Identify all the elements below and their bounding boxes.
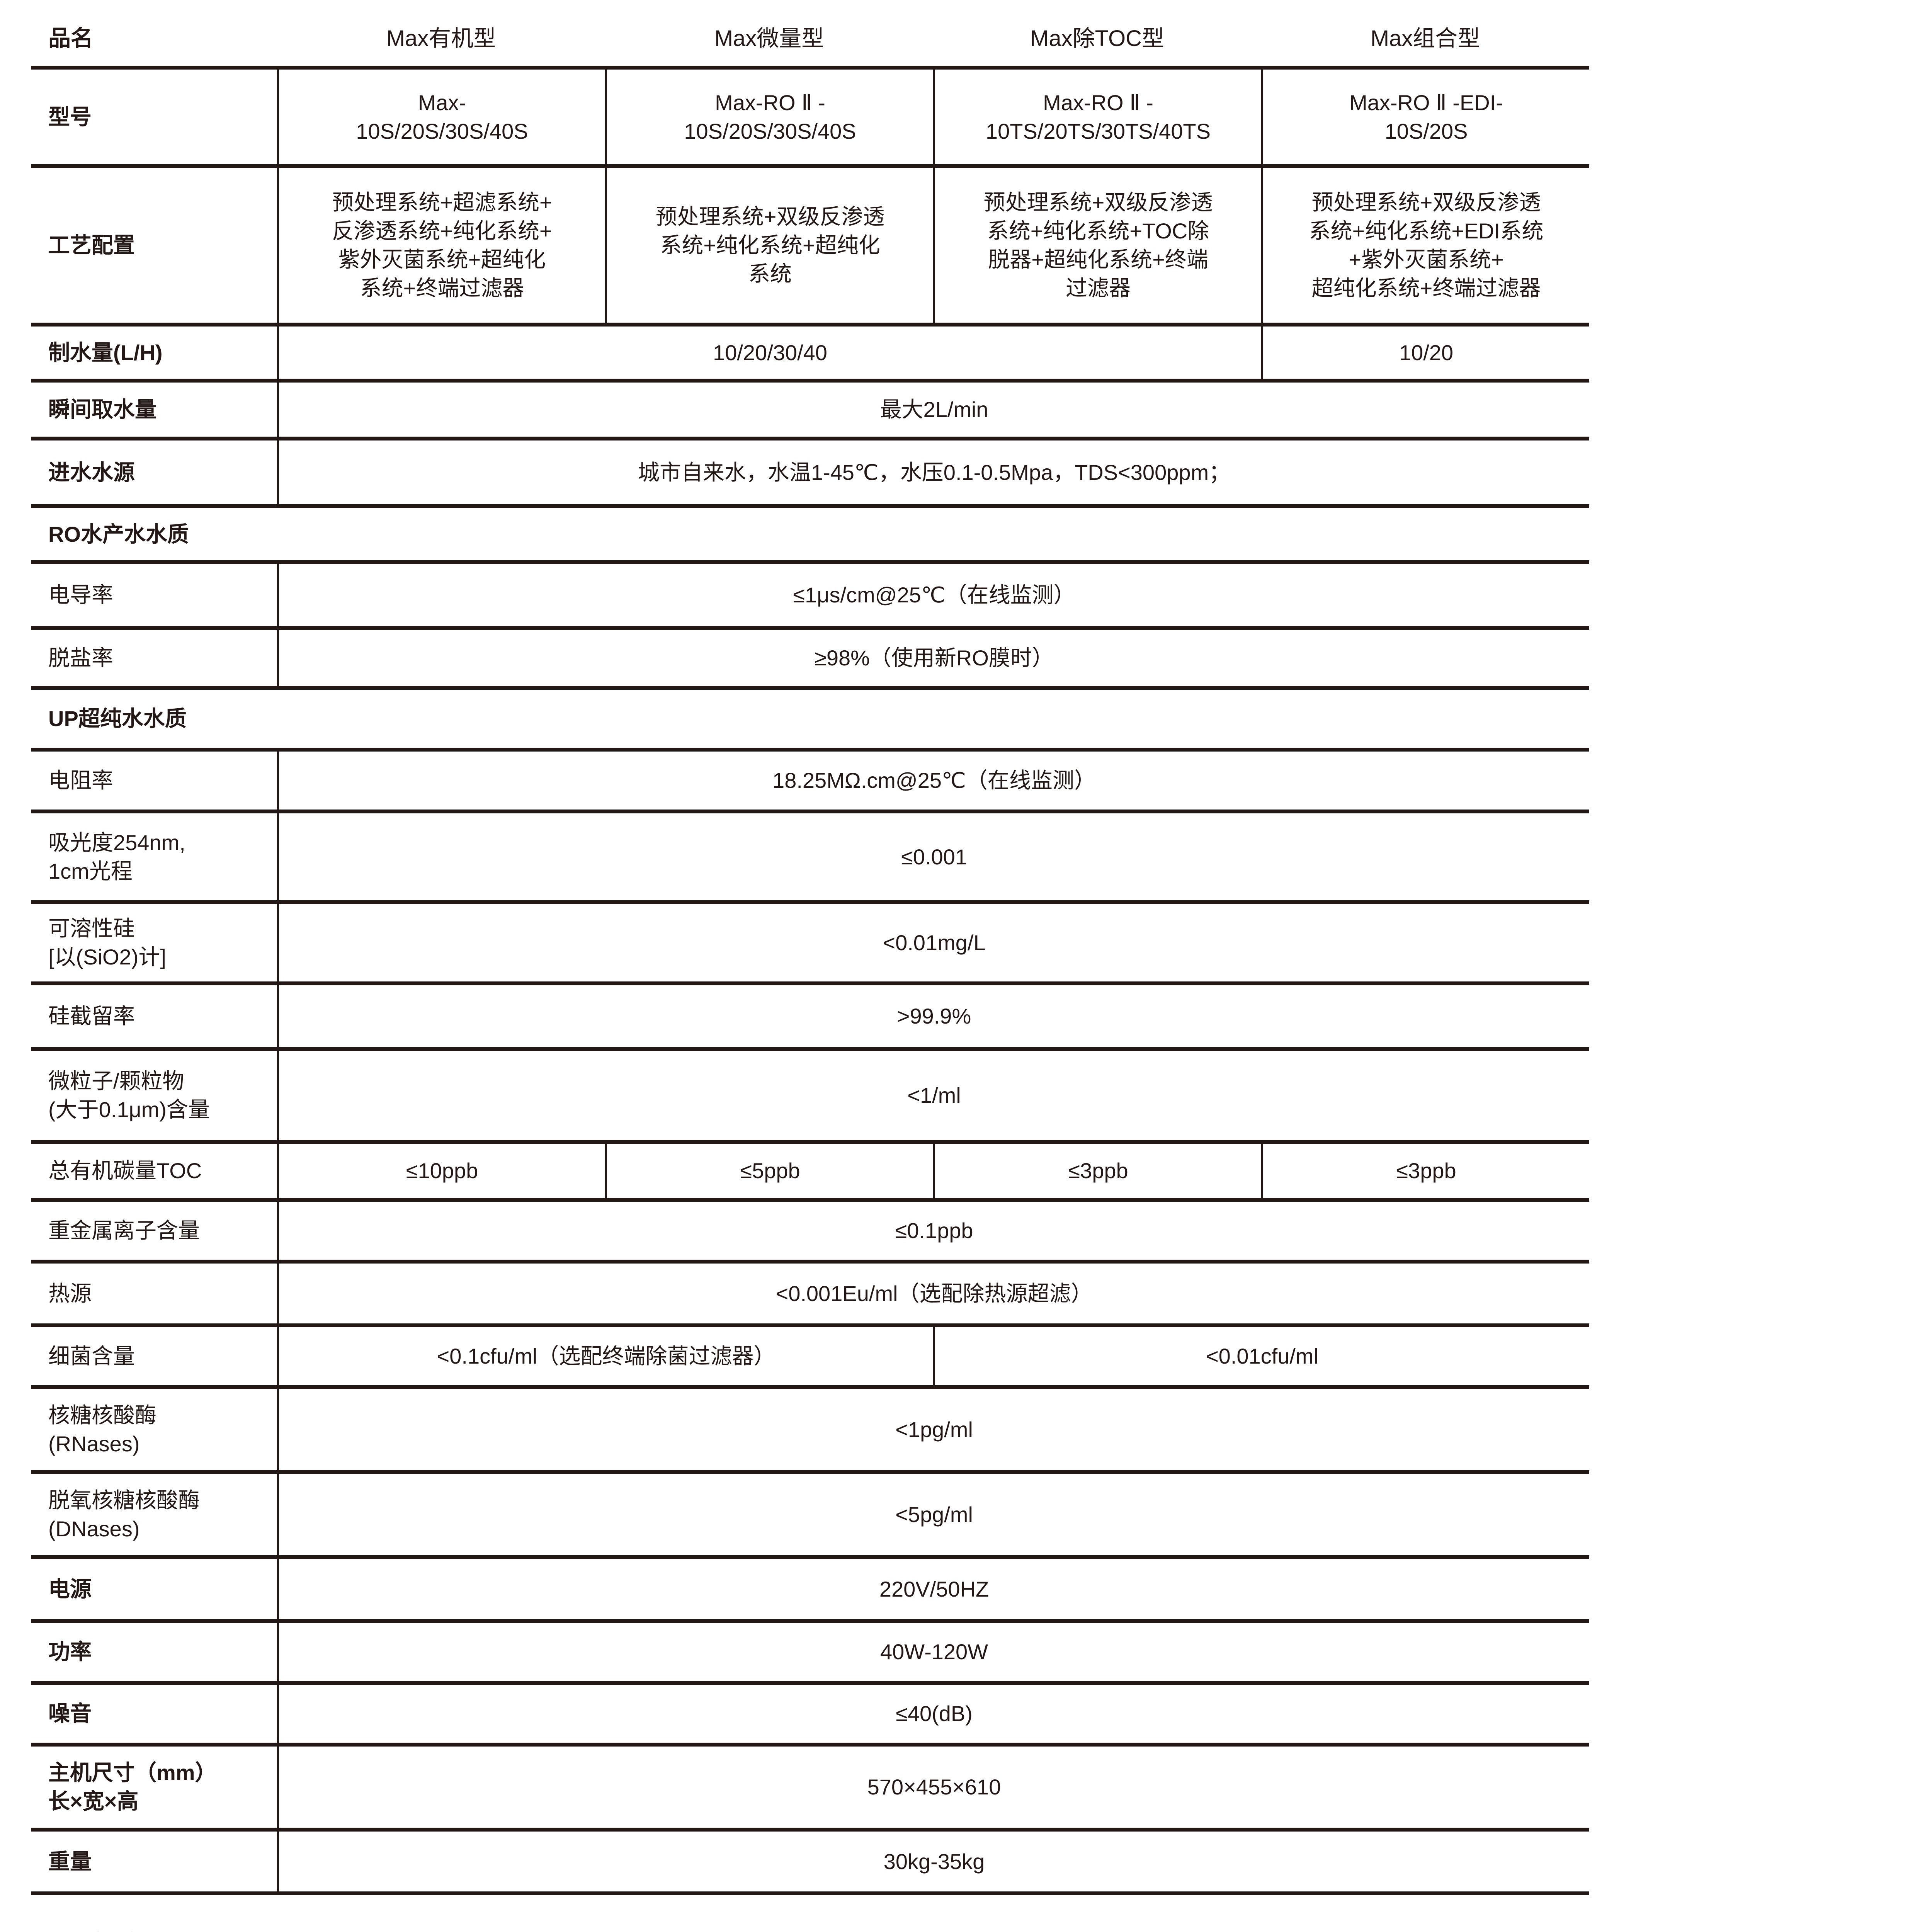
table-row: 型号 Max- 10S/20S/30S/40S Max-RO Ⅱ - 10S/20S…: [31, 70, 1589, 168]
cell-value: 预处理系统+双级反渗透 系统+纯化系统+超纯化 系统: [605, 168, 933, 323]
row-label: 型号: [48, 104, 92, 129]
cell-value: Max-RO Ⅱ -EDI- 10S/20S: [1261, 70, 1589, 164]
row-label: 电阻率: [48, 768, 113, 793]
table-row: 品名 Max有机型 Max微量型 Max除TOC型 Max组合型: [31, 12, 1589, 70]
row-label: 重量: [48, 1849, 92, 1874]
cell-value: ≤3ppb: [933, 1144, 1261, 1198]
cell-value: <0.01mg/L: [277, 904, 1589, 981]
cell-value: ≤5ppb: [605, 1144, 933, 1198]
table-row: 细菌含量 <0.1cfu/ml（选配终端除菌过滤器） <0.01cfu/ml: [31, 1327, 1589, 1389]
section-header: UP超纯水水质: [48, 706, 187, 731]
row-label: 核糖核酸酶 (RNases): [48, 1403, 156, 1456]
cell-value: <0.001Eu/ml（选配除热源超滤）: [277, 1264, 1589, 1323]
row-label: 硅截留率: [48, 1004, 135, 1029]
row-label: 瞬间取水量: [48, 397, 156, 422]
cell-value: ≤10ppb: [277, 1144, 605, 1198]
column-header: Max除TOC型: [1030, 26, 1164, 51]
cell-value: 预处理系统+双级反渗透 系统+纯化系统+TOC除 脱器+超纯化系统+终端 过滤器: [933, 168, 1261, 323]
row-label: 细菌含量: [48, 1344, 135, 1369]
table-row: 重金属离子含量 ≤0.1ppb: [31, 1202, 1589, 1264]
cell-value: <0.1cfu/ml（选配终端除菌过滤器）: [277, 1327, 933, 1385]
table-row: 硅截留率 >99.9%: [31, 985, 1589, 1051]
section-header: RO水产水水质: [48, 522, 189, 546]
table-row: 主机尺寸（mm） 长×宽×高 570×455×610: [31, 1747, 1589, 1832]
row-label: 功率: [48, 1639, 92, 1664]
cell-value: >99.9%: [277, 985, 1589, 1047]
table-row: 电导率 ≤1μs/cm@25℃（在线监测）: [31, 564, 1589, 630]
cell-value: 570×455×610: [277, 1747, 1589, 1828]
row-label: 总有机碳量TOC: [48, 1158, 202, 1183]
table-row: 电阻率 18.25MΩ.cm@25℃（在线监测）: [31, 752, 1589, 813]
table-row: 重量 30kg-35kg: [31, 1832, 1589, 1895]
column-header: Max有机型: [386, 26, 496, 51]
table-row: 电源 220V/50HZ: [31, 1559, 1589, 1623]
section-row: UP超纯水水质: [31, 690, 1589, 752]
cell-value: 30kg-35kg: [277, 1832, 1589, 1891]
row-label: 微粒子/颗粒物 (大于0.1μm)含量: [48, 1069, 210, 1122]
cell-value: ≤0.1ppb: [277, 1202, 1589, 1260]
cell-value: <1/ml: [277, 1051, 1589, 1140]
row-label: 吸光度254nm, 1cm光程: [48, 830, 185, 883]
cell-value: 220V/50HZ: [277, 1559, 1589, 1619]
cell-value: 18.25MΩ.cm@25℃（在线监测）: [277, 752, 1589, 810]
section-row: RO水产水水质: [31, 508, 1589, 564]
cell-value: ≤1μs/cm@25℃（在线监测）: [277, 564, 1589, 626]
cell-value: <5pg/ml: [277, 1474, 1589, 1555]
column-header: Max组合型: [1370, 26, 1480, 51]
row-label: 重金属离子含量: [48, 1218, 200, 1243]
row-label: 脱氧核糖核酸酶 (DNases): [48, 1488, 200, 1541]
table-row: 瞬间取水量 最大2L/min: [31, 383, 1589, 440]
row-label: 可溶性硅 [以(SiO2)计]: [48, 916, 166, 969]
notes-title: 订货须知: [73, 1926, 1932, 1932]
cell-value: 40W-120W: [277, 1623, 1589, 1681]
row-label: 电导率: [48, 583, 113, 607]
cell-value: <1pg/ml: [277, 1389, 1589, 1470]
table-row: 吸光度254nm, 1cm光程 ≤0.001: [31, 813, 1589, 904]
cell-value: 10/20/30/40: [277, 327, 1261, 379]
table-row: 脱盐率 ≥98%（使用新RO膜时）: [31, 630, 1589, 690]
row-label: 脱盐率: [48, 645, 113, 670]
table-row: 热源 <0.001Eu/ml（选配除热源超滤）: [31, 1264, 1589, 1327]
row-label: 电源: [48, 1577, 92, 1601]
row-label: 热源: [48, 1281, 92, 1306]
table-row: 微粒子/颗粒物 (大于0.1μm)含量 <1/ml: [31, 1051, 1589, 1144]
row-label: 品名: [48, 26, 94, 51]
table-row: 制水量(L/H) 10/20/30/40 10/20: [31, 327, 1589, 383]
row-label: 主机尺寸（mm） 长×宽×高: [48, 1760, 217, 1813]
table-row: 进水水源 城市自来水，水温1-45℃，水压0.1-0.5Mpa，TDS<300pp…: [31, 440, 1589, 508]
cell-value: 最大2L/min: [277, 383, 1589, 437]
row-label: 工艺配置: [48, 233, 135, 258]
cell-value: 城市自来水，水温1-45℃，水压0.1-0.5Mpa，TDS<300ppm；: [277, 440, 1589, 504]
table-row: 功率 40W-120W: [31, 1623, 1589, 1685]
column-header: Max微量型: [714, 26, 824, 51]
spec-table: 品名 Max有机型 Max微量型 Max除TOC型 Max组合型型号 Max- 10S/2…: [31, 12, 1589, 1895]
table-row: 工艺配置 预处理系统+超滤系统+ 反渗透系统+纯化系统+ 紫外灭菌系统+超纯化 系…: [31, 168, 1589, 327]
row-label: 进水水源: [48, 460, 135, 485]
order-notes: 订货须知 1、源水水质较差(TDS≥300ppm)地区，建议加配全自动软水器，可…: [73, 1926, 1932, 1932]
table-row: 可溶性硅 [以(SiO2)计] <0.01mg/L: [31, 904, 1589, 985]
table-row: 噪音 ≤40(dB): [31, 1685, 1589, 1747]
cell-value: Max- 10S/20S/30S/40S: [277, 70, 605, 164]
row-label: 制水量(L/H): [48, 340, 163, 365]
cell-value: ≥98%（使用新RO膜时）: [277, 630, 1589, 686]
table-row: 核糖核酸酶 (RNases) <1pg/ml: [31, 1389, 1589, 1474]
cell-value: ≤3ppb: [1261, 1144, 1589, 1198]
cell-value: 预处理系统+超滤系统+ 反渗透系统+纯化系统+ 紫外灭菌系统+超纯化 系统+终端…: [277, 168, 605, 323]
row-label: 噪音: [48, 1701, 92, 1726]
cell-value: 预处理系统+双级反渗透 系统+纯化系统+EDI系统 +紫外灭菌系统+ 超纯化系统…: [1261, 168, 1589, 323]
table-row: 总有机碳量TOC ≤10ppb ≤5ppb ≤3ppb ≤3ppb: [31, 1144, 1589, 1202]
cell-value: ≤40(dB): [277, 1685, 1589, 1743]
cell-value: Max-RO Ⅱ - 10S/20S/30S/40S: [605, 70, 933, 164]
cell-value: <0.01cfu/ml: [933, 1327, 1589, 1385]
cell-value: Max-RO Ⅱ - 10TS/20TS/30TS/40TS: [933, 70, 1261, 164]
cell-value: 10/20: [1261, 327, 1589, 379]
cell-value: ≤0.001: [277, 813, 1589, 900]
table-row: 脱氧核糖核酸酶 (DNases) <5pg/ml: [31, 1474, 1589, 1559]
